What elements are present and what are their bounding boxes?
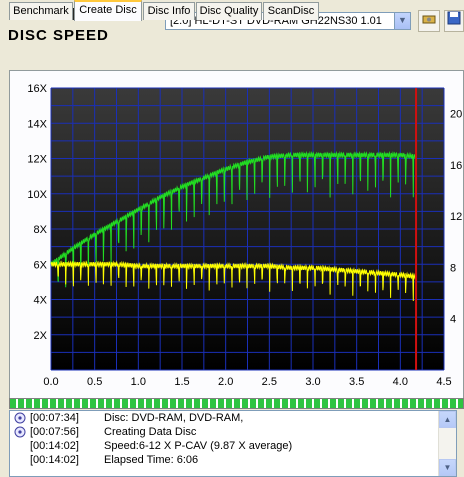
y-left-tick-label: 8X <box>34 224 48 236</box>
speed-chart: 2X 4X 6X 8X 10X 12X 14X 16X 4 8 12 16 20 0.0 0.5 1.0 1.5… <box>27 83 462 388</box>
log-row: [00:14:02] Speed:6-12 X P-CAV (9.87 X av… <box>10 439 456 453</box>
y-left-tick-label: 10X <box>27 189 47 201</box>
y-left-tick-label: 16X <box>27 83 47 95</box>
save-button[interactable] <box>444 10 464 32</box>
x-tick-label: 1.5 <box>174 376 189 388</box>
x-tick-label: 3.0 <box>305 376 320 388</box>
log-scrollbar[interactable]: ▲ ▼ <box>438 411 456 476</box>
log-time: [00:14:02] <box>30 440 79 452</box>
info-disc-icon <box>14 412 26 424</box>
y-right-tick-label: 16 <box>450 160 462 172</box>
y-left-tick-label: 6X <box>34 259 48 271</box>
tab-benchmark[interactable]: Benchmark <box>9 2 73 20</box>
log-row: [00:07:56] Creating Data Disc <box>10 425 456 439</box>
x-tick-label: 2.5 <box>262 376 277 388</box>
log-message: Speed:6-12 X P-CAV (9.87 X average) <box>104 440 293 452</box>
log-message: Elapsed Time: 6:06 <box>104 454 199 466</box>
x-tick-label: 1.0 <box>131 376 146 388</box>
x-tick-label: 0.0 <box>43 376 58 388</box>
tab-create-disc[interactable]: Create Disc <box>74 0 142 21</box>
y-right-tick-label: 8 <box>450 262 456 274</box>
tab-scandisc[interactable]: ScanDisc <box>263 2 319 20</box>
log-time: [00:07:56] <box>30 426 79 438</box>
log-message: Disc: DVD-RAM, DVD-RAM, <box>104 412 244 424</box>
y-right-tick-label: 4 <box>450 314 456 326</box>
y-right-tick-label: 20 <box>450 109 462 121</box>
speed-line-yellow <box>50 260 417 302</box>
progress-bar <box>9 398 464 409</box>
tab-disc-quality[interactable]: Disc Quality <box>196 2 262 20</box>
y-left-tick-label: 12X <box>27 154 47 166</box>
speed-line-green <box>50 150 417 288</box>
x-tick-label: 0.5 <box>87 376 102 388</box>
log-time: [00:07:34] <box>30 412 79 424</box>
log-list: [00:07:34] Disc: DVD-RAM, DVD-RAM, [00:0… <box>9 410 457 477</box>
x-tick-label: 4.5 <box>436 376 451 388</box>
drive-refresh-button[interactable] <box>418 10 440 32</box>
save-icon <box>447 11 461 25</box>
y-left-tick-label: 4X <box>34 295 48 307</box>
scroll-down-icon[interactable]: ▼ <box>439 459 456 476</box>
logo-bottom-text: DISC SPEED <box>8 27 109 42</box>
y-left-tick-label: 14X <box>27 118 47 130</box>
chevron-down-icon[interactable]: ▼ <box>394 13 410 29</box>
tab-disc-info[interactable]: Disc Info <box>143 2 195 20</box>
log-row: [00:14:02] Elapsed Time: 6:06 <box>10 453 456 467</box>
drive-icon <box>422 15 436 24</box>
x-tick-label: 4.0 <box>393 376 408 388</box>
x-tick-label: 3.5 <box>349 376 364 388</box>
y-left-tick-label: 2X <box>34 330 48 342</box>
log-row: [00:07:34] Disc: DVD-RAM, DVD-RAM, <box>10 411 456 425</box>
scroll-up-icon[interactable]: ▲ <box>439 411 456 428</box>
y-right-tick-label: 12 <box>450 211 462 223</box>
log-time: [00:14:02] <box>30 454 79 466</box>
log-message: Creating Data Disc <box>104 426 197 438</box>
x-tick-label: 2.0 <box>218 376 233 388</box>
info-disc-icon <box>14 426 26 438</box>
